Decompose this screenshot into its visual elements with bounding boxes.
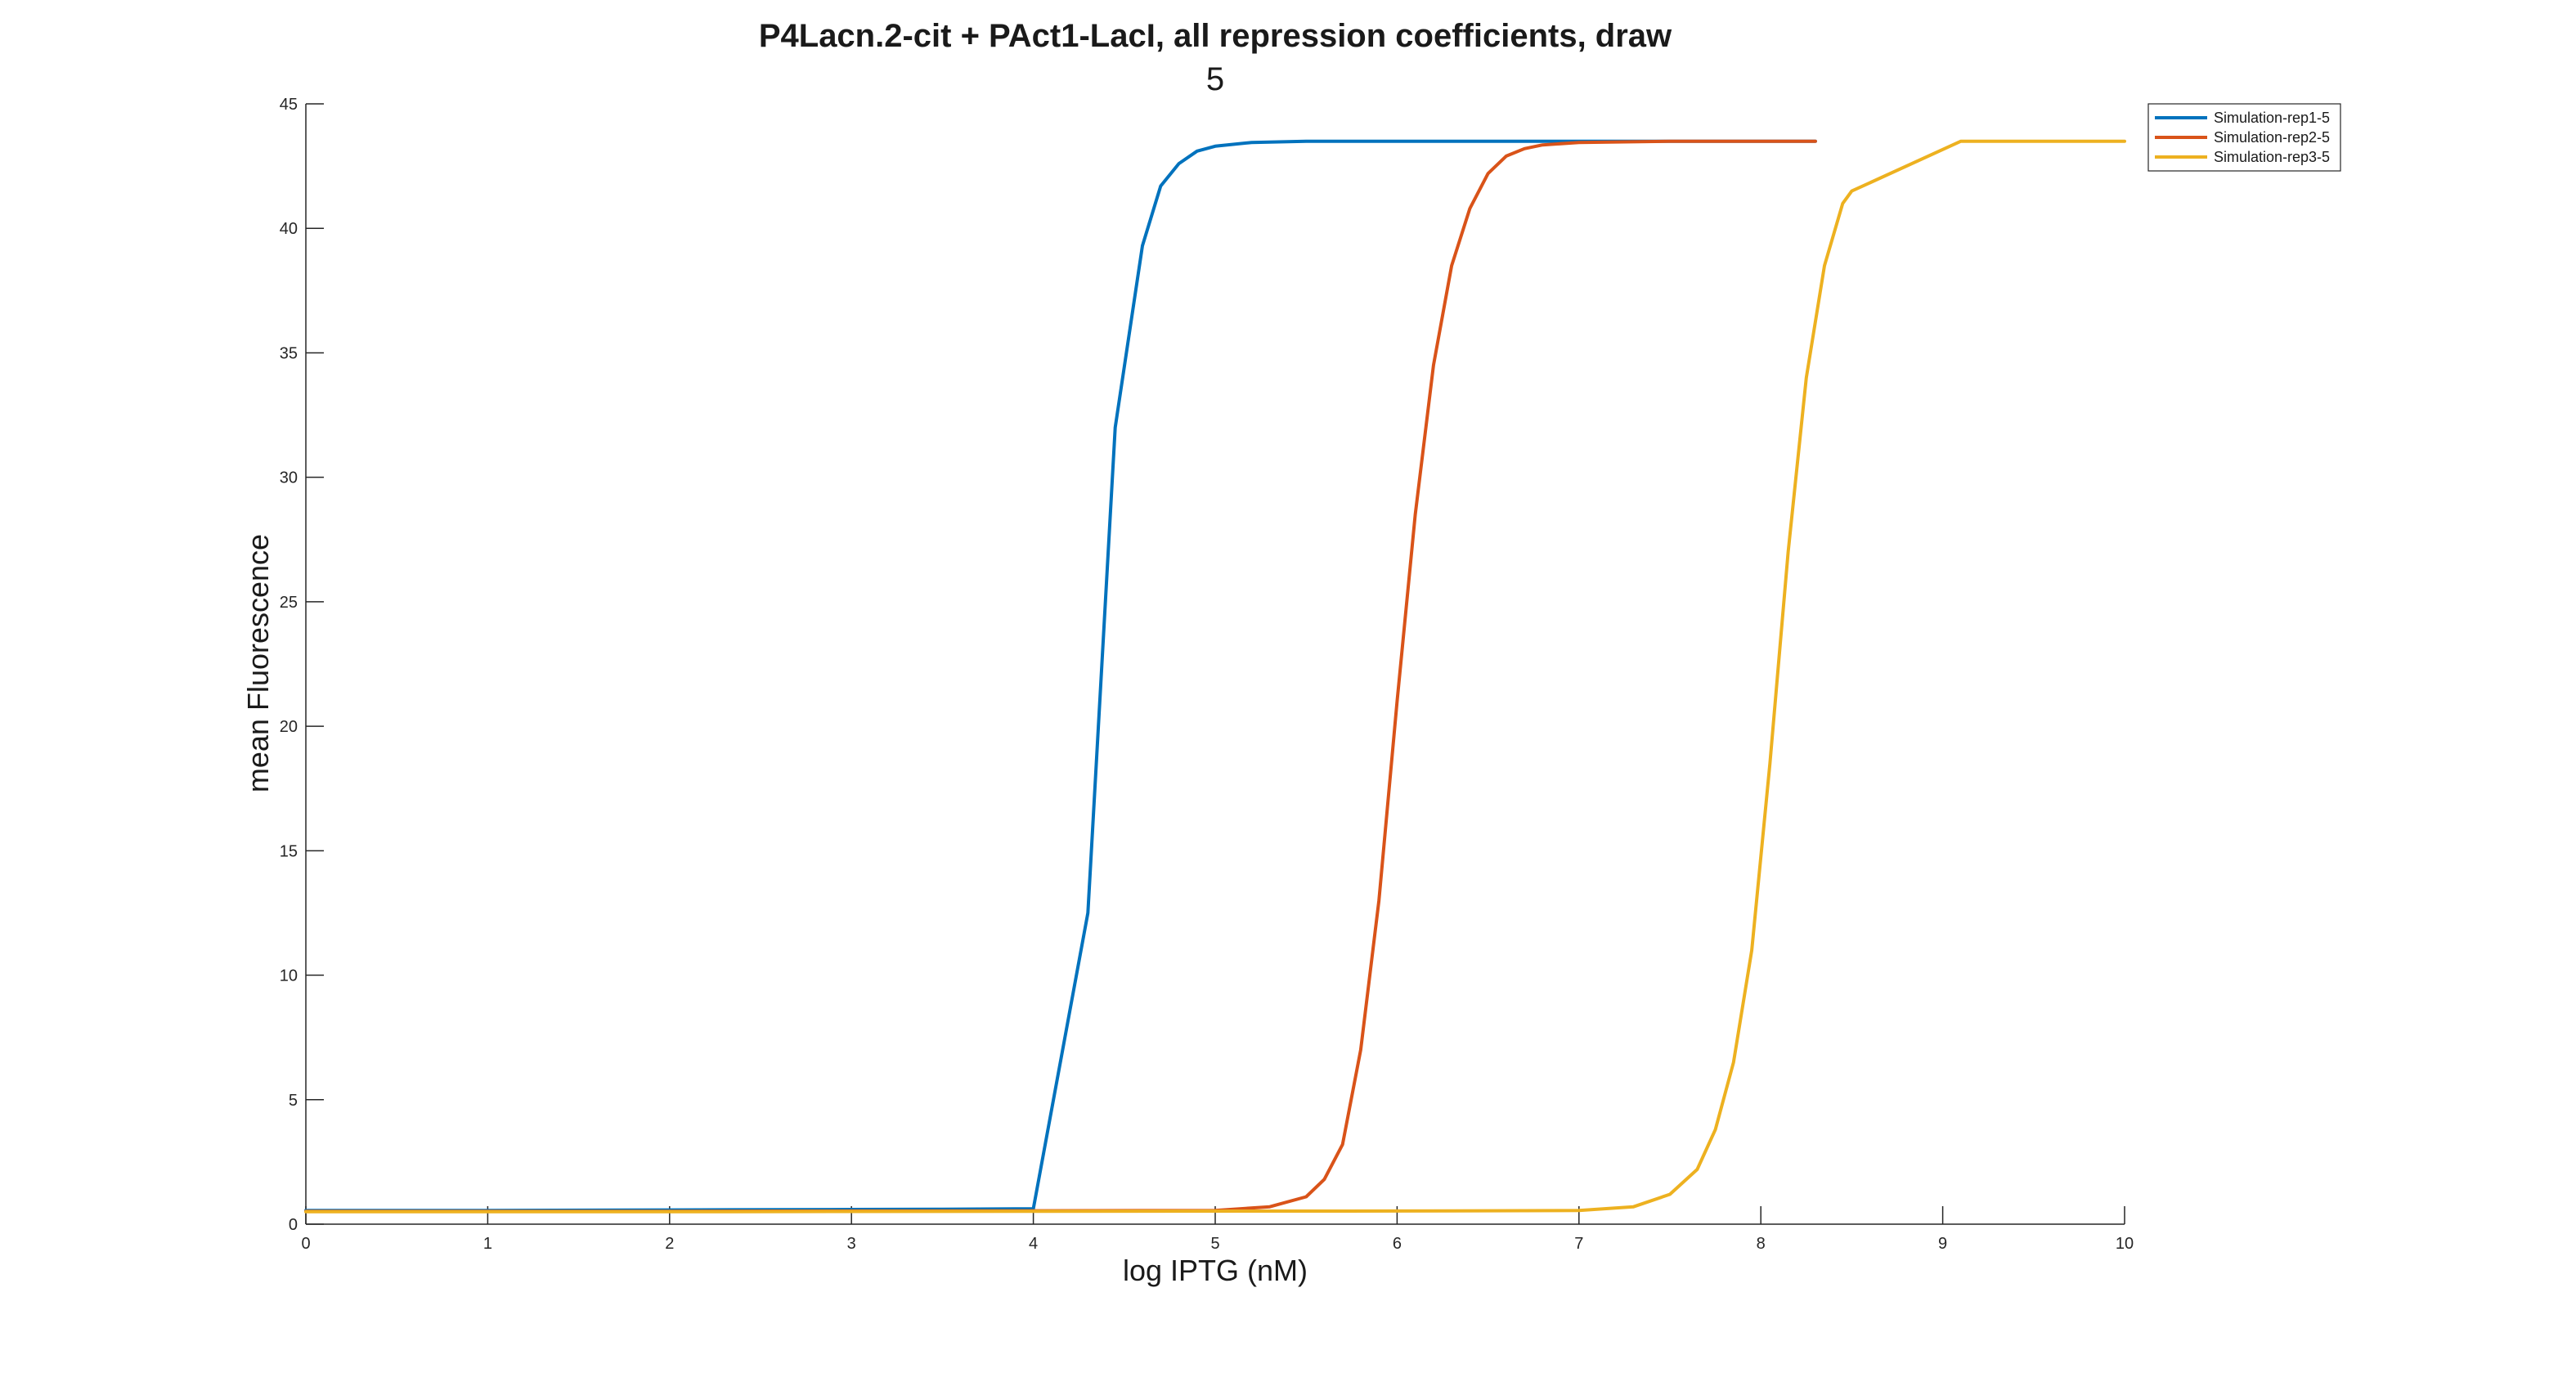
x-tick-label: 7 xyxy=(1574,1235,1583,1253)
legend-label-1: Simulation-rep1-5 xyxy=(2214,110,2330,126)
x-tick-label: 6 xyxy=(1393,1235,1402,1253)
x-tick-label: 5 xyxy=(1210,1235,1219,1253)
x-tick-label: 8 xyxy=(1757,1235,1766,1253)
x-tick-label: 10 xyxy=(2116,1235,2134,1253)
y-tick-label: 0 xyxy=(289,1216,298,1234)
series-line-2 xyxy=(304,139,1817,1214)
legend: Simulation-rep1-5 Simulation-rep2-5 Simula… xyxy=(2147,103,2341,172)
y-tick-label: 30 xyxy=(280,469,298,487)
x-tick-label: 2 xyxy=(665,1235,674,1253)
x-tick-label: 0 xyxy=(301,1235,310,1253)
y-tick-label: 40 xyxy=(280,220,298,238)
y-tick-label: 5 xyxy=(289,1092,298,1110)
y-tick-label: 15 xyxy=(280,842,298,860)
series-line-1 xyxy=(304,139,1817,1213)
x-tick-label: 3 xyxy=(847,1235,856,1253)
y-tick-label: 25 xyxy=(280,594,298,612)
legend-label-3: Simulation-rep3-5 xyxy=(2214,149,2330,165)
chart-title: P4Lacn.2-cit + PAct1-LacI, all repressio… xyxy=(759,18,1672,54)
y-tick-label: 10 xyxy=(280,967,298,985)
x-axis-label: log IPTG (nM) xyxy=(1123,1254,1308,1287)
series-line-3 xyxy=(304,139,2126,1214)
x-tick-label: 1 xyxy=(483,1235,492,1253)
y-tick-label: 45 xyxy=(280,96,298,114)
x-tick-label: 4 xyxy=(1029,1235,1038,1253)
x-tick-label: 9 xyxy=(1938,1235,1947,1253)
y-axis-label: mean Fluorescence xyxy=(241,534,275,792)
y-tick-label: 35 xyxy=(280,344,298,362)
y-tick-label: 20 xyxy=(280,718,298,736)
legend-label-2: Simulation-rep2-5 xyxy=(2214,129,2330,146)
chart-subtitle: 5 xyxy=(1206,61,1224,97)
